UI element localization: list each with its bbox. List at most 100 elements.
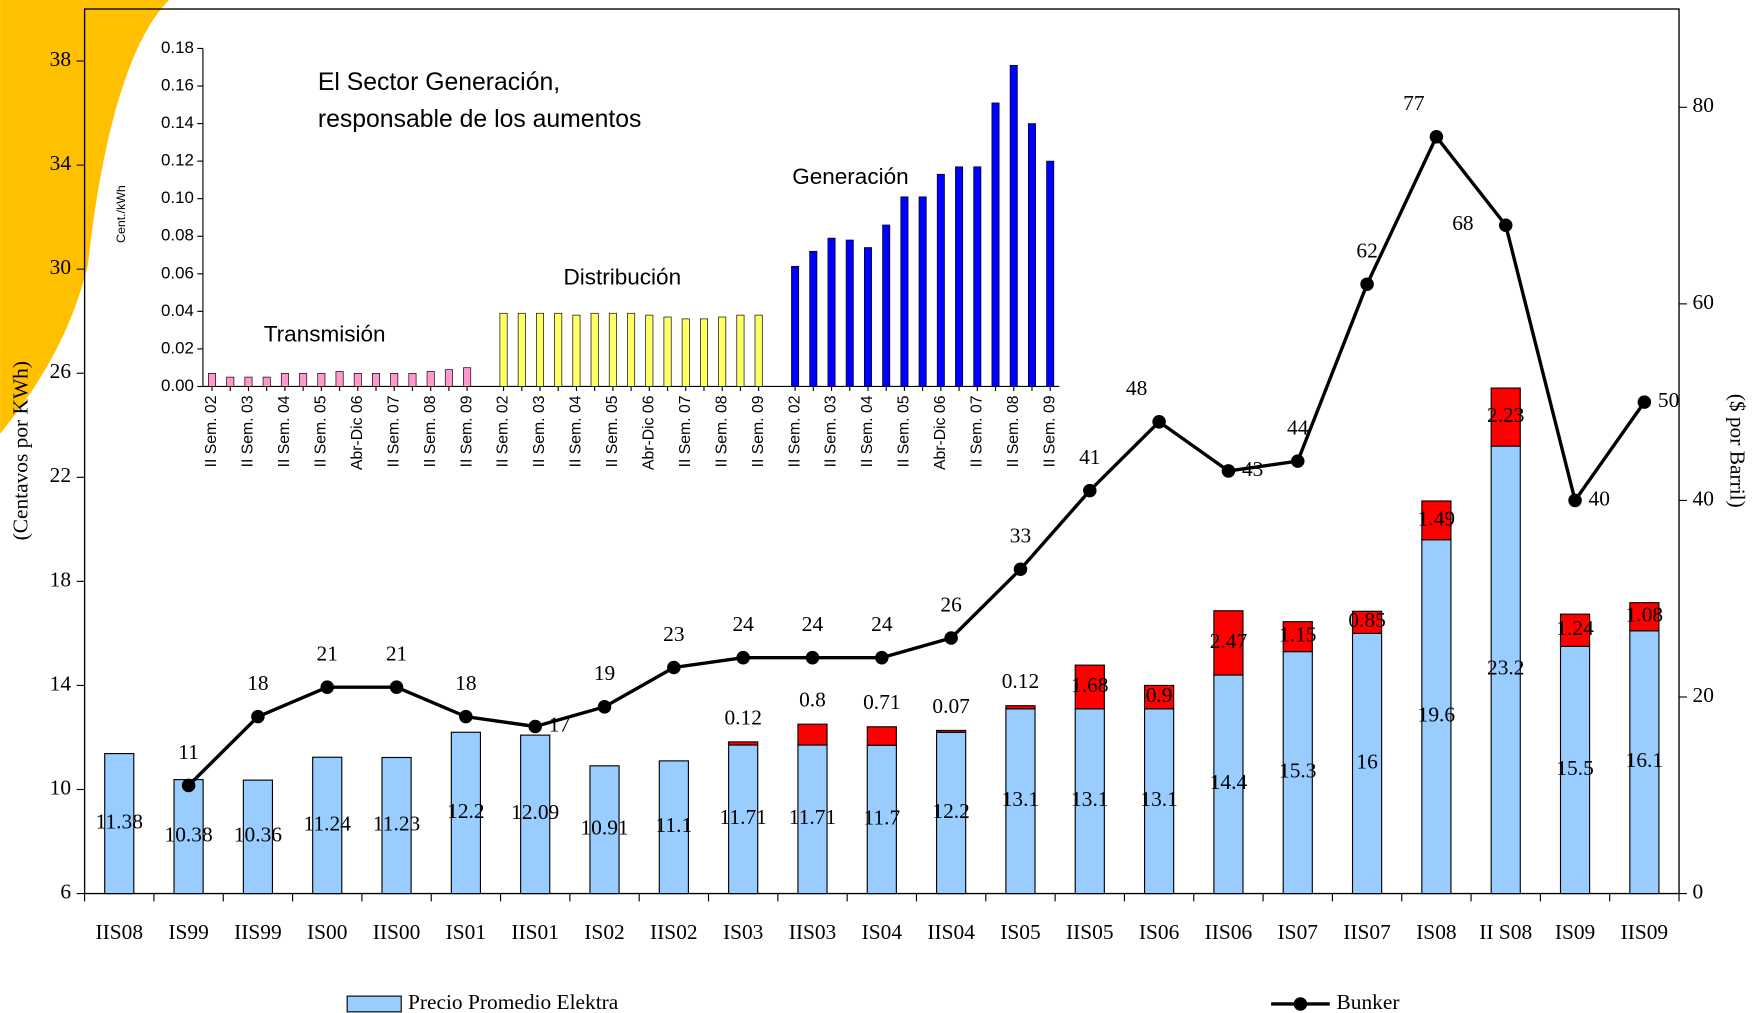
value-label: 1.24 [1556, 616, 1594, 640]
inset-bar [572, 314, 581, 387]
bar [1143, 708, 1175, 895]
value-label: 15.5 [1556, 756, 1593, 780]
inset-group-label: Transmisión [264, 322, 386, 347]
value-label: 10.91 [580, 816, 628, 840]
x-tick-label: IS06 [1139, 920, 1180, 944]
inset-x-tick-label: II Sem. 02 [203, 396, 220, 468]
y2-axis-label: ($ por Barril) [1725, 394, 1749, 508]
x-tick-label: IIS02 [650, 920, 698, 944]
bar [450, 731, 481, 895]
value-label: 12.2 [447, 799, 484, 823]
line [187, 133, 1646, 787]
marker [459, 709, 473, 724]
legend-marker [1293, 997, 1308, 1011]
bar [520, 734, 551, 895]
inset-bar [1046, 160, 1055, 387]
marker [1290, 454, 1305, 468]
y-tick-label: 30 [50, 255, 71, 279]
marker [1498, 218, 1513, 232]
bar [797, 723, 828, 746]
marker [1013, 562, 1028, 576]
bar [242, 779, 274, 895]
value-label: 41 [1079, 445, 1100, 469]
marker [875, 650, 889, 665]
value-label: 23 [663, 622, 684, 646]
bar [312, 756, 343, 895]
value-label: 19 [594, 661, 615, 685]
inset-bar [827, 237, 836, 387]
x-tick-label: IS01 [446, 920, 486, 944]
value-label: 11.38 [96, 809, 143, 833]
value-label: 0.9 [1146, 683, 1173, 707]
value-label: 16.1 [1626, 748, 1663, 772]
value-label: 11.1 [656, 813, 693, 837]
inset-bar [645, 314, 654, 387]
y-tick-label: 18 [50, 567, 71, 591]
value-label: 33 [1010, 524, 1031, 548]
value-label: 68 [1452, 211, 1473, 235]
inset-bar [809, 250, 818, 387]
value-label: 23.2 [1487, 656, 1524, 680]
marker [528, 719, 542, 734]
inset-bar [335, 371, 344, 387]
bar [728, 744, 759, 895]
inset-x-tick-label: Abr-Dic 06 [932, 395, 949, 470]
inset-bar [499, 312, 508, 387]
bar [1421, 539, 1452, 895]
bar [936, 731, 967, 895]
value-label: 12.09 [511, 800, 559, 824]
marker [736, 650, 750, 665]
value-label: 11.71 [719, 805, 766, 829]
inset-bar [444, 369, 453, 387]
inset-chart: El Sector Generación, responsable de los… [114, 38, 1060, 470]
value-label: 16 [1356, 749, 1378, 773]
value-label: 18 [455, 671, 476, 695]
inset-bar [299, 373, 308, 387]
bar [936, 729, 967, 733]
inset-x-tick-label: II Sem. 04 [276, 395, 293, 467]
inset-bar [791, 265, 800, 387]
bar [1282, 621, 1313, 653]
x-tick-label: IS08 [1416, 920, 1456, 944]
y2-tick-label: 60 [1693, 290, 1714, 314]
x-tick-label: IIS07 [1343, 920, 1391, 944]
value-label: 50 [1658, 388, 1679, 412]
bar [1351, 610, 1383, 634]
legend-label: Bunker [1336, 990, 1399, 1013]
y-tick-label: 10 [50, 775, 71, 799]
bar [1421, 500, 1452, 541]
value-label: 24 [732, 612, 754, 636]
value-label: 19.6 [1418, 703, 1456, 727]
y2-tick-label: 40 [1693, 486, 1714, 510]
x-tick-label: IIS00 [373, 920, 421, 944]
inset-group-label: Distribución [563, 264, 681, 289]
marker [181, 778, 196, 793]
value-label: 17 [549, 712, 571, 736]
inset-y-tick-label: 0.08 [161, 226, 194, 245]
marker [1568, 493, 1582, 508]
inset-x-tick-label: II Sem. 09 [1041, 395, 1058, 467]
bar [1559, 645, 1591, 895]
value-label: 11.23 [373, 811, 420, 835]
bar [173, 779, 204, 895]
inset-bar [262, 376, 271, 387]
inset-bar [353, 373, 362, 387]
inset-bar [208, 373, 217, 387]
inset-x-tick-label: II Sem. 08 [1005, 395, 1022, 467]
x-tick-label: IS04 [862, 920, 903, 944]
bar [866, 726, 897, 746]
inset-y-tick-label: 0.18 [161, 38, 194, 57]
bar [381, 756, 412, 895]
value-label: 15.3 [1279, 758, 1316, 782]
value-label: 11.71 [789, 805, 836, 829]
inset-y-tick-label: 0.10 [161, 188, 194, 207]
marker [667, 660, 681, 675]
y-tick-label: 14 [50, 671, 72, 695]
value-label: 24 [802, 612, 824, 636]
marker [320, 680, 334, 694]
inset-x-tick-label: II Sem. 09 [458, 395, 475, 467]
inset-bar [845, 239, 854, 387]
inset-y-tick-label: 0.12 [161, 151, 194, 170]
inset-bar [955, 166, 964, 387]
